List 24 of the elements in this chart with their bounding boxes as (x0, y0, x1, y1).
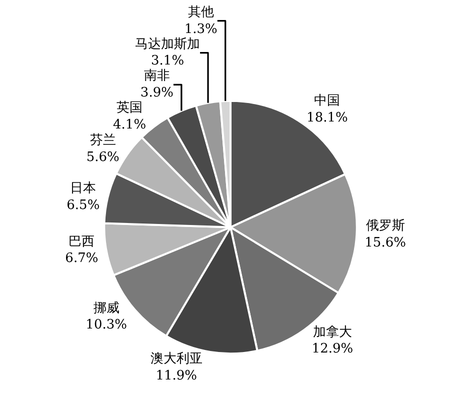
slice-label: 芬兰 (90, 132, 116, 148)
data-label: 6.7% (65, 251, 98, 266)
data-label: 15.6% (364, 235, 406, 250)
slice-label: 英国 (116, 100, 143, 116)
data-label: 5.6% (86, 150, 120, 165)
data-label: 6.5% (66, 198, 100, 213)
data-label: 12.9% (312, 342, 354, 357)
slice-label: 澳大利亚 (150, 352, 202, 367)
slice-label: 其他 (188, 4, 214, 20)
slice-label: 中国 (314, 93, 340, 108)
data-label: 18.1% (306, 110, 348, 126)
slice-label: 加拿大 (312, 324, 352, 340)
data-label: 1.3% (184, 22, 218, 37)
slice-label: 俄罗斯 (366, 218, 405, 234)
data-label: 10.3% (86, 318, 127, 333)
slice-label: 巴西 (68, 234, 95, 250)
data-label: 3.9% (140, 86, 174, 101)
data-label: 4.1% (113, 118, 146, 133)
slice-label: 日本 (70, 180, 96, 196)
data-label: 11.9% (156, 368, 198, 384)
data-label: 3.1% (151, 54, 184, 69)
slice-label: 南非 (144, 68, 170, 84)
slice-label: 马达加斯加 (135, 36, 200, 52)
slice-label: 挪威 (93, 300, 120, 316)
